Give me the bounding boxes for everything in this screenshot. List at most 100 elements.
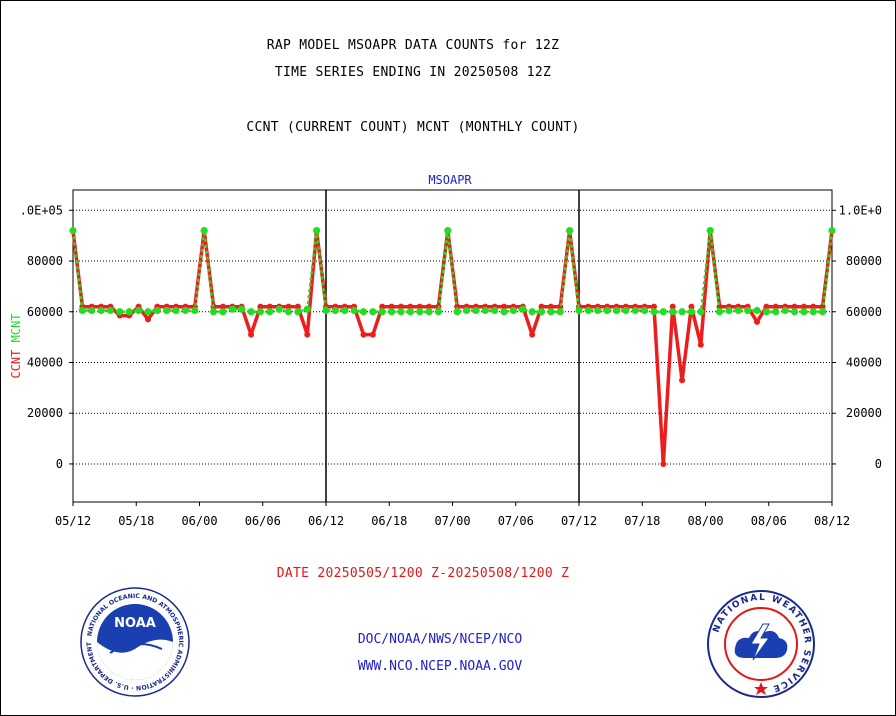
y-tick-label-left: 60000 (27, 305, 63, 319)
data-point-mcnt (800, 308, 808, 316)
data-point-mcnt (753, 306, 761, 315)
y-axis-label-ccnt: CCNT (9, 350, 23, 379)
data-point-mcnt (88, 306, 96, 315)
data-point-mcnt (116, 308, 124, 316)
data-point-ccnt (388, 303, 395, 310)
data-point-mcnt (200, 226, 208, 235)
data-point-ccnt (529, 331, 536, 338)
data-point-mcnt (809, 308, 817, 316)
chart-axes (69, 189, 836, 506)
data-point-mcnt (697, 308, 705, 316)
x-tick-label: 07/06 (498, 514, 534, 528)
data-point-mcnt (397, 308, 405, 316)
data-point-mcnt (313, 226, 321, 235)
data-point-ccnt (660, 460, 667, 467)
data-point-mcnt (481, 306, 489, 315)
x-tick-label: 05/12 (55, 514, 91, 528)
data-point-ccnt (650, 303, 657, 310)
data-point-mcnt (734, 306, 742, 315)
noaa-wordmark: NOAA (114, 616, 156, 631)
data-point-mcnt (97, 306, 105, 315)
data-point-ccnt (144, 316, 151, 323)
x-tick-label: 06/12 (308, 514, 344, 528)
y-tick-label-left: 80000 (27, 254, 63, 268)
data-point-mcnt (444, 226, 452, 235)
data-point-ccnt (688, 303, 695, 310)
data-point-ccnt (379, 303, 386, 310)
data-point-mcnt (191, 306, 199, 315)
data-point-mcnt (172, 306, 180, 315)
data-point-ccnt (791, 303, 798, 310)
data-point-mcnt (715, 308, 724, 316)
series-ccnt (70, 227, 835, 467)
data-point-ccnt (407, 303, 414, 310)
data-point-mcnt (106, 306, 115, 315)
x-tick-label: 08/12 (814, 514, 850, 528)
data-point-mcnt (687, 308, 696, 316)
data-point-mcnt (266, 308, 274, 316)
data-point-mcnt (528, 308, 536, 316)
y-tick-label-left: 20000 (27, 406, 63, 420)
data-point-mcnt (69, 226, 77, 235)
plot-border (72, 189, 833, 503)
y-tick-label-right: 20000 (846, 406, 882, 420)
data-point-mcnt (322, 306, 330, 315)
data-point-mcnt (772, 308, 780, 316)
data-point-ccnt (266, 303, 273, 310)
nws-logo: NATIONAL WEATHER SERVICE (707, 590, 815, 698)
data-point-mcnt (584, 306, 592, 315)
data-point-ccnt (538, 303, 545, 310)
data-point-ccnt (810, 303, 817, 310)
y-axis-label-mcnt: MCNT (9, 313, 23, 349)
data-point-mcnt (509, 306, 518, 315)
data-point-mcnt (387, 308, 396, 316)
data-point-mcnt (491, 306, 499, 315)
data-point-mcnt (650, 308, 658, 316)
series-mcnt (69, 226, 836, 316)
y-tick-label-right: 60000 (846, 305, 882, 319)
data-point-ccnt (547, 303, 554, 310)
data-point-mcnt (425, 308, 433, 316)
x-tick-label: 08/06 (751, 514, 787, 528)
data-point-mcnt (228, 305, 236, 313)
data-point-mcnt (153, 306, 161, 315)
data-point-ccnt (697, 341, 704, 348)
data-point-mcnt (134, 306, 143, 315)
y-tick-label-right: 40000 (846, 355, 882, 369)
data-point-mcnt (238, 305, 246, 313)
data-point-mcnt (622, 306, 630, 315)
y-tick-label-right: 1.0E+0 (839, 203, 882, 217)
data-point-mcnt (612, 306, 621, 315)
data-point-mcnt (678, 308, 686, 316)
data-point-mcnt (406, 308, 414, 316)
data-point-mcnt (163, 306, 171, 315)
data-point-mcnt (369, 308, 377, 316)
data-point-mcnt (416, 308, 424, 316)
data-point-mcnt (537, 308, 546, 316)
data-point-ccnt (754, 318, 761, 325)
header-title-line1: RAP MODEL MSOAPR DATA COUNTS for 12Z (266, 38, 560, 53)
data-point-mcnt (566, 226, 574, 235)
data-point-mcnt (219, 308, 227, 316)
y-axis-label-text: CCNT MCNT (9, 313, 23, 378)
data-point-mcnt (669, 308, 677, 316)
data-point-mcnt (744, 306, 752, 315)
x-tick-label: 06/06 (245, 514, 281, 528)
y-tick-label-right: 0 (875, 457, 882, 471)
data-point-mcnt (359, 308, 368, 316)
data-point-ccnt (772, 303, 779, 310)
data-point-mcnt (781, 306, 789, 315)
data-point-mcnt (472, 306, 480, 315)
series-line-mcnt (71, 229, 834, 314)
data-point-mcnt (519, 305, 527, 313)
data-point-mcnt (256, 308, 265, 316)
data-series (69, 226, 836, 467)
website-link[interactable]: WWW.NCO.NCEP.NOAA.GOV (357, 659, 523, 674)
org-path-link[interactable]: DOC/NOAA/NWS/NCEP/NCO (357, 632, 523, 647)
data-point-mcnt (547, 308, 555, 316)
x-tick-label: 07/18 (624, 514, 660, 528)
y-tick-label-left: 40000 (27, 355, 63, 369)
data-point-mcnt (725, 306, 733, 315)
y-tick-label-left: 0 (56, 457, 63, 471)
